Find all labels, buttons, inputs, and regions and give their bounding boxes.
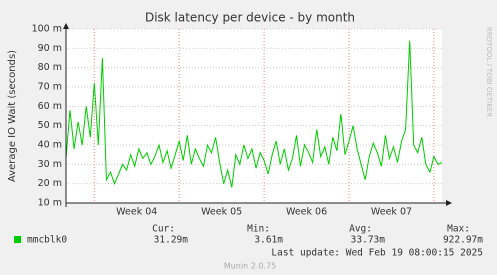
y-tick-label: 60 m bbox=[38, 101, 62, 112]
x-tick-label: Week 04 bbox=[116, 207, 157, 218]
y-tick-label: 100 m bbox=[32, 24, 62, 35]
legend-stat-label: Cur: bbox=[152, 224, 175, 235]
side-text: RRDTOOL / TOBI OETIKER bbox=[485, 27, 493, 117]
y-tick-label: 30 m bbox=[38, 159, 62, 170]
legend-stat-label: Max: bbox=[447, 224, 470, 235]
y-tick-label: 40 m bbox=[38, 140, 62, 151]
y-tick-label: 80 m bbox=[38, 62, 62, 73]
series-line bbox=[65, 40, 443, 188]
footer: Munin 2.0.75 bbox=[224, 262, 276, 271]
legend-label: mmcblk0 bbox=[27, 235, 67, 246]
x-tick-label: Week 07 bbox=[371, 207, 412, 218]
x-arrow bbox=[446, 200, 452, 206]
legend-stat-label: Min: bbox=[247, 224, 270, 235]
legend-stat-value: 922.97m bbox=[443, 235, 483, 246]
y-arrow bbox=[63, 23, 69, 29]
y-tick-label: 10 m bbox=[38, 198, 62, 209]
x-tick-label: Week 06 bbox=[286, 207, 327, 218]
plot-area bbox=[66, 29, 442, 203]
grid bbox=[66, 28, 442, 204]
chart-title: Disk latency per device - by month bbox=[145, 11, 355, 25]
y-tick-label: 90 m bbox=[38, 43, 62, 54]
legend-stat-label: Avg: bbox=[349, 224, 372, 235]
legend-swatch bbox=[14, 236, 21, 243]
last-update: Last update: Wed Feb 19 08:00:15 2025 bbox=[271, 248, 483, 259]
y-tick-label: 50 m bbox=[38, 120, 62, 131]
x-tick-label: Week 05 bbox=[201, 207, 242, 218]
legend-stat-value: 31.29m bbox=[154, 235, 189, 246]
y-tick-label: 70 m bbox=[38, 82, 62, 93]
legend-stat-value: 3.61m bbox=[254, 235, 283, 246]
marks bbox=[65, 40, 443, 188]
y-tick-label: 20 m bbox=[38, 178, 62, 189]
legend-stat-value: 33.73m bbox=[351, 235, 386, 246]
y-axis-label: Average IO Wait (seconds) bbox=[7, 50, 18, 182]
